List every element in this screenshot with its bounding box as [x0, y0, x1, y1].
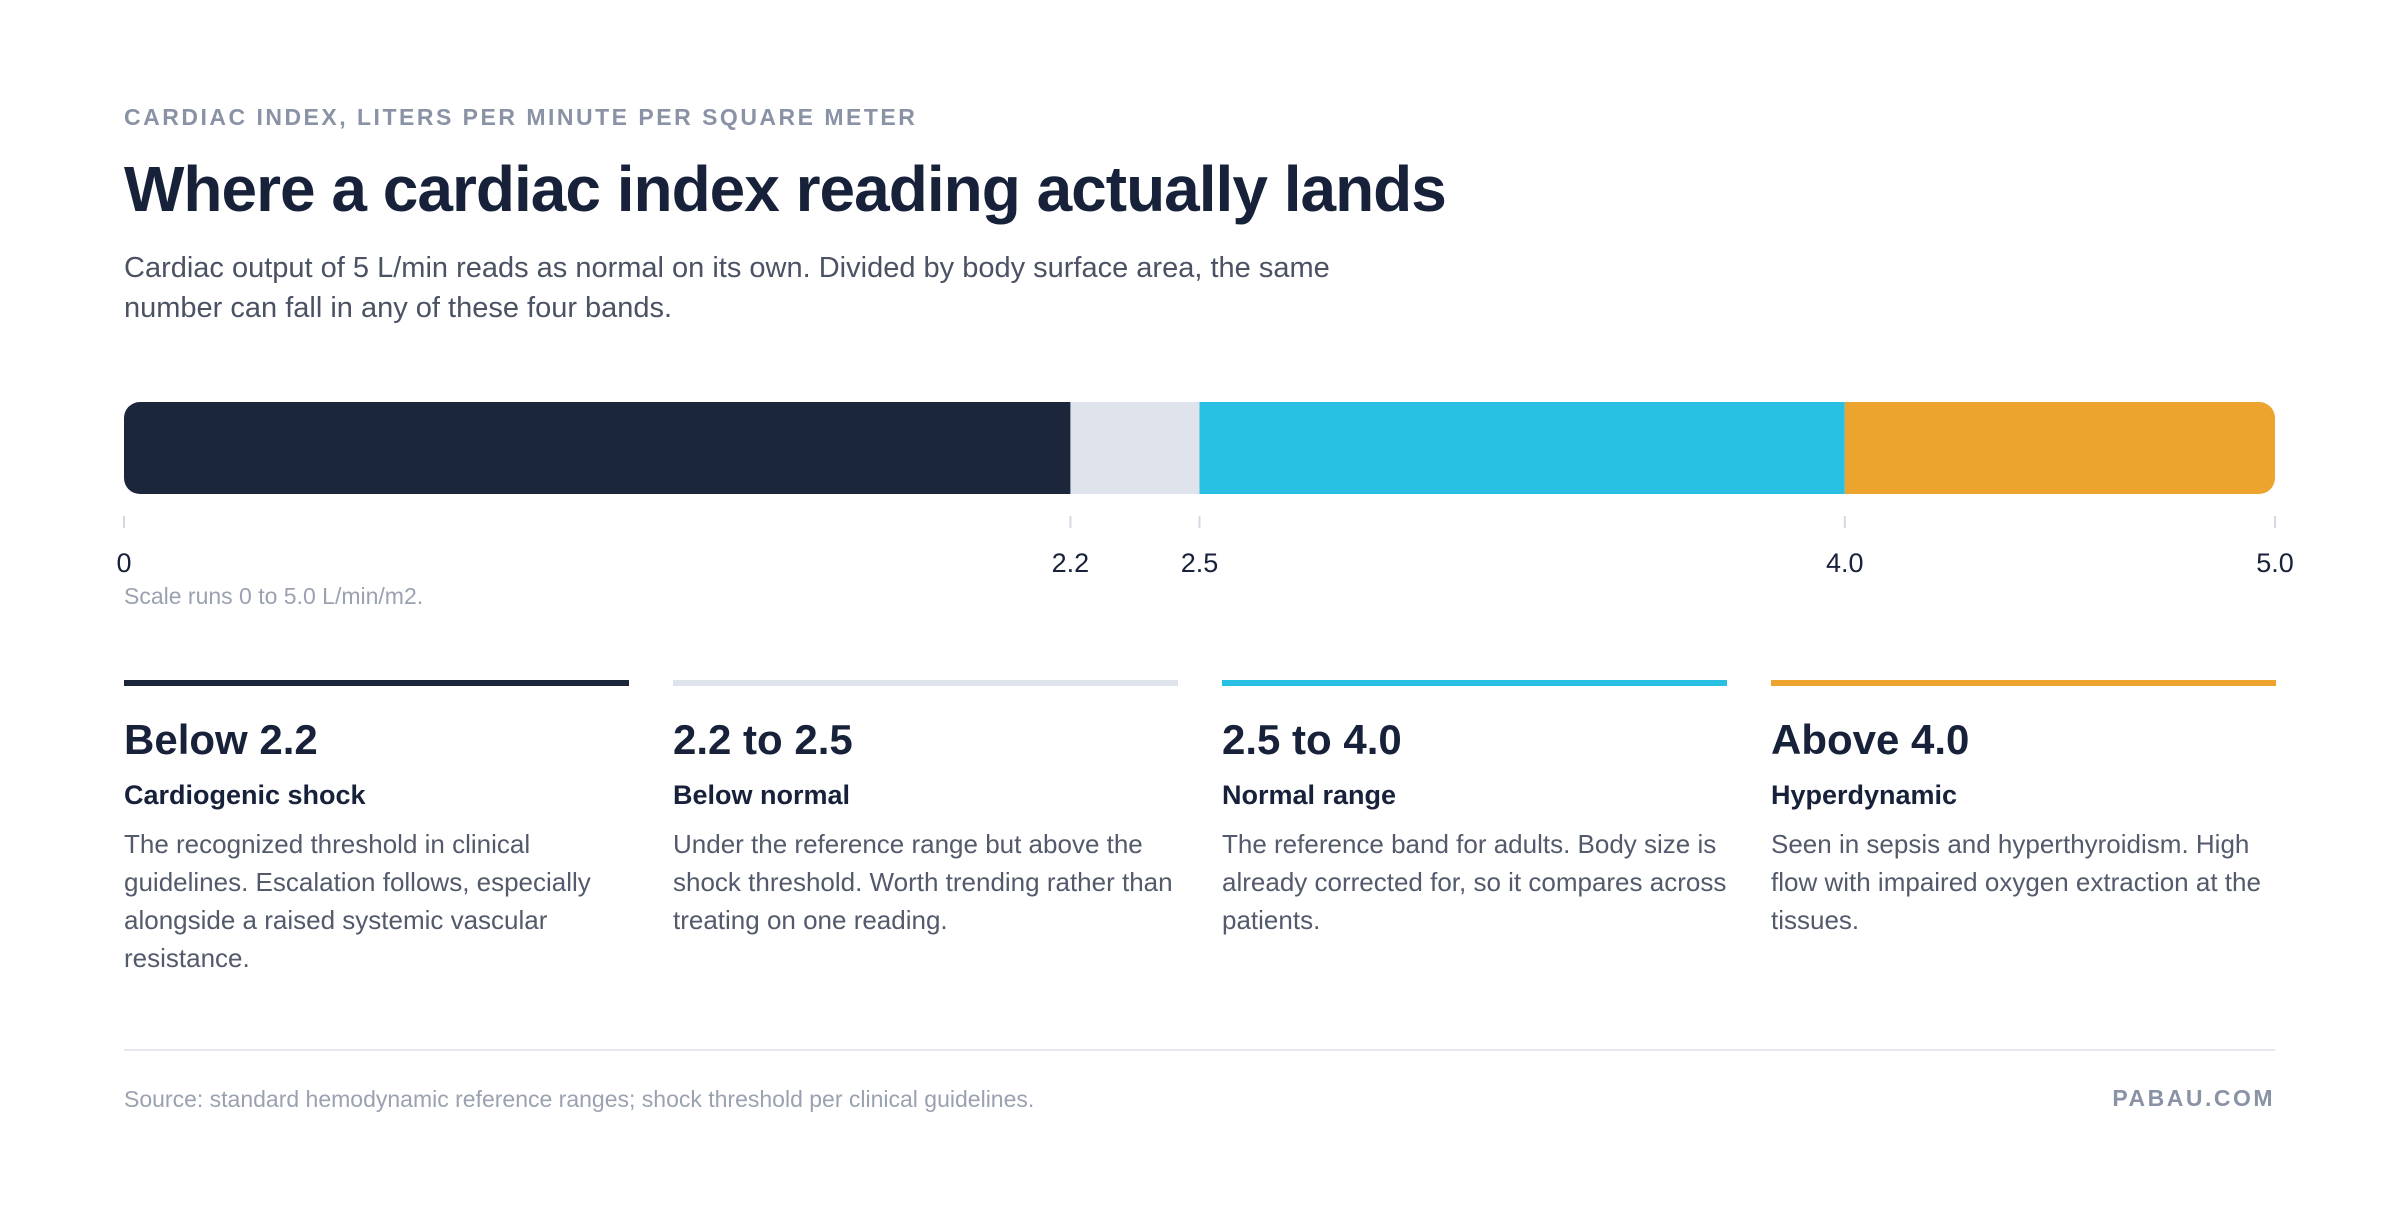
- card-range: 2.5 to 4.0: [1222, 716, 1402, 763]
- band-card: 2.5 to 4.0 Normal range The reference band…: [1222, 680, 1727, 939]
- bar-segments: [124, 402, 2275, 494]
- source: Source: standard hemodynamic reference r…: [124, 1086, 1035, 1112]
- card-rule: [124, 680, 629, 686]
- band-segment: [1844, 402, 2275, 494]
- x-tick-label: 2.2: [1052, 548, 1090, 578]
- band-card: Below 2.2 Cardiogenic shock The recognized…: [124, 680, 629, 977]
- card-description: Under the reference range but above the …: [673, 829, 1173, 935]
- brand: PABAU.COM: [2112, 1085, 2275, 1111]
- card-range: Above 4.0: [1771, 716, 1970, 763]
- band-cards: Below 2.2 Cardiogenic shock The recognized…: [124, 680, 2276, 1010]
- card-description: Seen in sepsis and hyperthyroidism. High…: [1771, 829, 2261, 935]
- subtitle: Cardiac output of 5 L/min reads as norma…: [124, 252, 1330, 324]
- scale-note: Scale runs 0 to 5.0 L/min/m2.: [124, 583, 424, 609]
- card-rule: [1222, 680, 1727, 686]
- card-rule: [673, 680, 1178, 686]
- card-name: Normal range: [1222, 780, 1397, 810]
- x-tick-label: 0: [116, 548, 131, 578]
- range-bar: 0 2.2 2.5 4.0 5.0: [116, 402, 2294, 578]
- card-name: Below normal: [673, 780, 851, 810]
- divider: [124, 1049, 2275, 1051]
- card-range: Below 2.2: [124, 716, 318, 763]
- x-tick-label: 2.5: [1181, 548, 1219, 578]
- kicker: CARDIAC INDEX, LITERS PER MINUTE PER SQU…: [124, 104, 918, 130]
- band-segment: [124, 402, 1071, 494]
- card-description: The recognized threshold in clinical gui…: [124, 829, 591, 973]
- card-rule: [1771, 680, 2276, 686]
- band-card: 2.2 to 2.5 Below normal Under the referenc…: [673, 680, 1178, 939]
- card-description: The reference band for adults. Body size…: [1222, 829, 1727, 935]
- x-tick-label: 4.0: [1826, 548, 1864, 578]
- card-range: 2.2 to 2.5: [673, 716, 853, 763]
- chart-title: Where a cardiac index reading actually l…: [124, 153, 1447, 225]
- band-card: Above 4.0 Hyperdynamic Seen in sepsis and …: [1771, 680, 2276, 939]
- x-tick-label: 5.0: [2256, 548, 2294, 578]
- band-segment: [1070, 402, 1200, 494]
- card-name: Cardiogenic shock: [124, 780, 366, 810]
- band-segment: [1199, 402, 1845, 494]
- card-name: Hyperdynamic: [1771, 780, 1958, 810]
